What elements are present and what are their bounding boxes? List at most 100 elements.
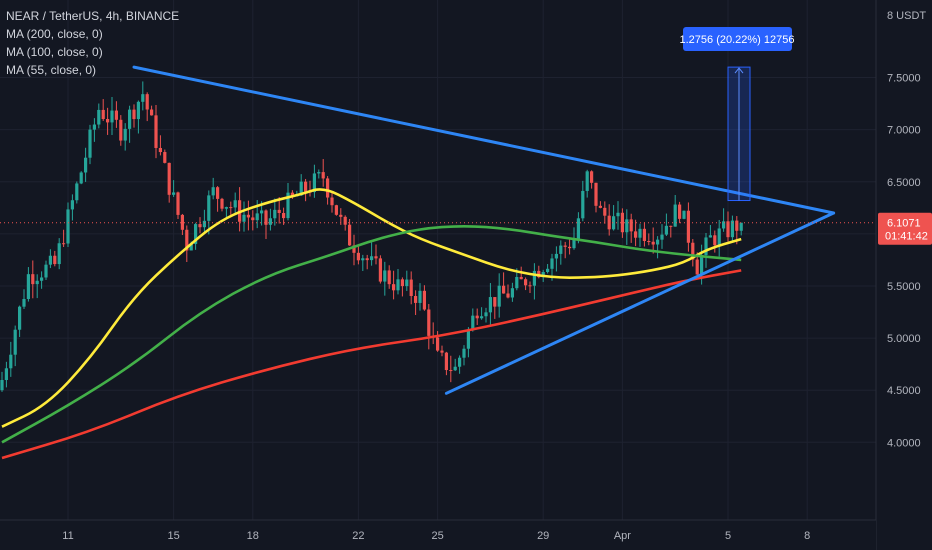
candle-body <box>330 197 334 206</box>
candle-body <box>286 192 290 219</box>
candle-body <box>348 224 352 246</box>
candle-body <box>475 315 479 319</box>
indicator-ma200[interactable]: MA (200, close, 0) <box>6 27 103 41</box>
candle-body <box>141 94 145 102</box>
time-tick-label: 22 <box>352 530 364 542</box>
candle-body <box>48 255 52 265</box>
price-tick-label: 5.0000 <box>887 333 921 345</box>
candle-body <box>585 171 589 191</box>
indicator-ma55[interactable]: MA (55, close, 0) <box>6 63 97 77</box>
candle-body <box>317 172 321 174</box>
candle-body <box>198 224 202 228</box>
candle-body <box>229 207 233 209</box>
candle-body <box>612 216 616 230</box>
drawings[interactable]: 1.2756 (20.22%) 12756 <box>0 27 876 395</box>
candle-body <box>576 218 580 240</box>
candle-body <box>361 258 365 261</box>
ma100-line <box>1 225 742 444</box>
candle-body <box>559 245 563 254</box>
measure-arrow-head <box>734 67 744 74</box>
candle-body <box>246 214 250 218</box>
candle-body <box>352 245 356 253</box>
candle-body <box>730 220 734 238</box>
candle-body <box>255 213 259 221</box>
candle-body <box>260 210 264 214</box>
price-axis-bg <box>876 0 932 550</box>
candle-body <box>409 279 413 297</box>
candle-body <box>686 210 690 243</box>
indicator-ma100[interactable]: MA (100, close, 0) <box>6 45 103 59</box>
candle-body <box>189 243 193 251</box>
candle-body <box>493 297 497 307</box>
candle-body <box>57 243 61 265</box>
candle-body <box>673 204 677 227</box>
candle-body <box>669 225 673 227</box>
candle-body <box>634 231 638 238</box>
time-axis-bg <box>0 520 876 550</box>
trendline-resistance <box>132 65 836 215</box>
candle-body <box>84 157 88 173</box>
candle-body <box>691 242 695 260</box>
last-price-value: 6.1071 <box>887 218 921 230</box>
candle-body <box>158 147 162 153</box>
candle-body <box>695 259 699 275</box>
candle-body <box>480 316 484 319</box>
candle-body <box>449 370 453 372</box>
candle-body <box>519 276 523 280</box>
candle-body <box>726 221 730 238</box>
candle-body <box>664 225 668 235</box>
price-tick-label: 4.5000 <box>887 385 921 397</box>
candle-body <box>550 258 554 269</box>
candle-body <box>123 128 127 141</box>
candle-body <box>62 243 66 245</box>
candle-body <box>220 198 224 209</box>
candle-body <box>502 285 506 294</box>
time-axis[interactable]: 11 15 18 22 25 29 Apr 5 8 <box>0 519 876 550</box>
candle-body <box>436 337 440 351</box>
candle-body <box>334 205 338 215</box>
price-tick-label: 6.5000 <box>887 177 921 189</box>
candle-body <box>572 239 576 249</box>
time-tick-label: 25 <box>431 530 443 542</box>
candle-body <box>598 205 602 208</box>
candle-body <box>717 228 721 246</box>
candle-body <box>603 207 607 216</box>
candle-body <box>150 109 154 116</box>
candle-body <box>128 109 132 129</box>
candle-body <box>700 254 704 275</box>
candle-body <box>114 110 118 120</box>
candle-body <box>466 330 470 349</box>
candle-body <box>713 235 717 246</box>
candle-body <box>400 279 404 287</box>
candle-body <box>70 200 74 210</box>
candle-body <box>629 219 633 232</box>
candle-body <box>264 210 268 225</box>
candle-body <box>97 109 101 125</box>
candle-body <box>0 379 4 391</box>
candle-body <box>273 209 277 219</box>
candle-body <box>101 109 105 120</box>
candle-body <box>233 200 237 208</box>
candle-body <box>546 268 550 272</box>
candle-body <box>145 94 149 110</box>
candle-body <box>607 215 611 230</box>
candle-body <box>185 229 189 251</box>
candle-body <box>31 274 35 285</box>
candle-body <box>414 296 418 303</box>
candle-body <box>211 187 215 196</box>
candle-body <box>13 329 17 355</box>
candle-body <box>242 214 246 222</box>
symbol-title[interactable]: NEAR / TetherUS, 4h, BINANCE <box>6 9 180 23</box>
candle-body <box>515 276 519 289</box>
candle-body <box>484 312 488 317</box>
candle-body <box>383 270 387 282</box>
candle-body <box>163 152 167 163</box>
candle-body <box>299 181 303 196</box>
candle-body <box>554 253 558 259</box>
candle-body <box>194 224 198 244</box>
candle-body <box>378 258 382 282</box>
time-tick-label: Apr <box>614 530 631 542</box>
bar-countdown: 01:41:42 <box>885 231 928 243</box>
price-axis[interactable]: 8 USDT7.50007.00006.50006.00005.50005.00… <box>875 0 932 550</box>
